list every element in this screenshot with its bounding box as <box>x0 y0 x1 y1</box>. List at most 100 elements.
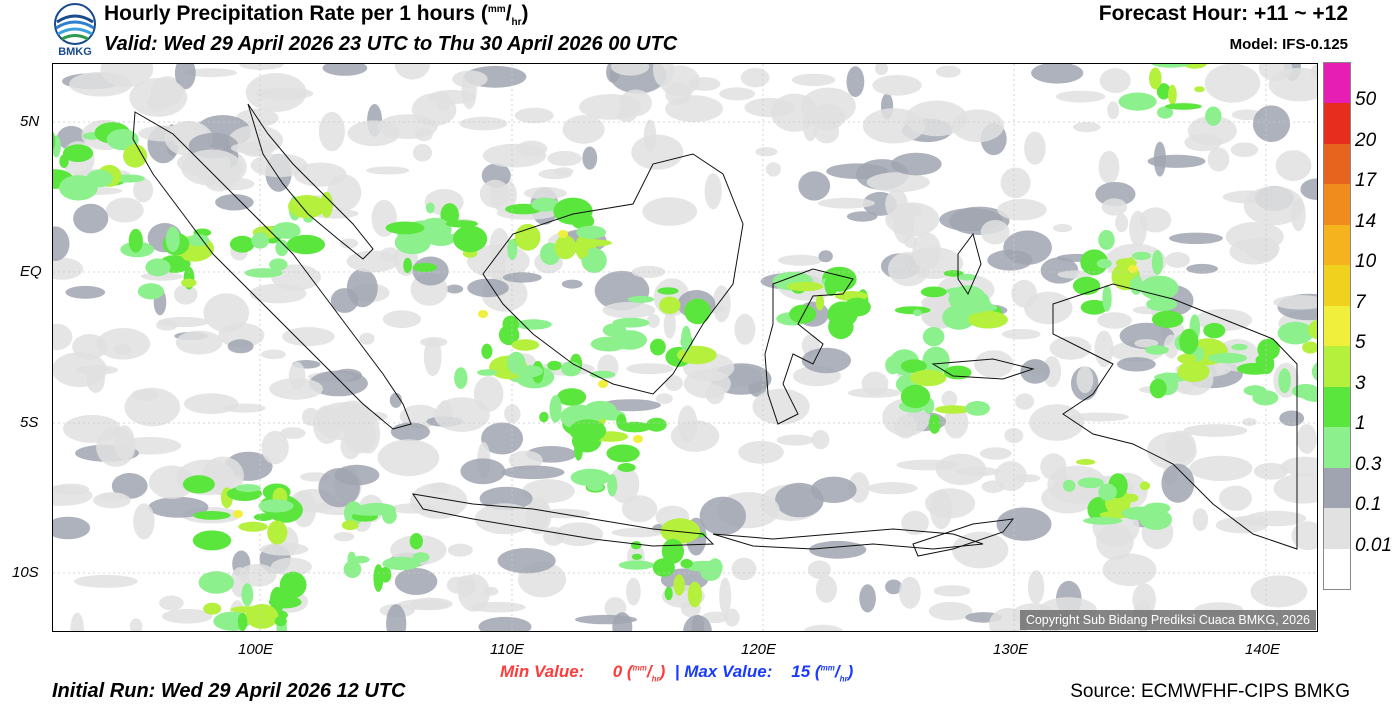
rain-blob <box>557 388 587 406</box>
rain-blob <box>885 189 908 220</box>
rain-blob <box>861 371 889 396</box>
rain-blob <box>156 320 178 331</box>
rain-blob <box>286 234 325 255</box>
rain-blob <box>1291 521 1317 551</box>
sumatra-outline <box>132 111 412 430</box>
rain-blob <box>894 414 917 439</box>
rain-blob <box>274 616 287 627</box>
rain-blob <box>1096 258 1112 269</box>
rain-blob <box>459 116 508 131</box>
rain-blob <box>501 465 565 480</box>
rain-blob <box>818 250 833 263</box>
rain-blob <box>786 281 824 292</box>
colorbar-label: 5 <box>1355 332 1366 354</box>
max-label: Max Value: <box>684 662 773 681</box>
rain-blob <box>894 306 931 315</box>
rain-blob <box>1015 393 1035 410</box>
rain-blob <box>53 483 90 495</box>
colorbar-segment <box>1324 346 1350 388</box>
rain-blob <box>269 258 288 271</box>
colorbar-label: 3 <box>1355 372 1366 394</box>
rain-blob <box>181 149 243 186</box>
rain-blob <box>724 608 740 627</box>
rain-blob <box>86 169 113 188</box>
copyright-notice: Copyright Sub Bidang Prediksi Cuaca BMKG… <box>1019 610 1316 630</box>
rain-blob <box>810 476 857 503</box>
lat-label-5s: 5S <box>20 414 39 431</box>
rain-blob <box>230 143 263 154</box>
rain-blob <box>63 414 121 443</box>
rain-blob <box>333 532 355 542</box>
rain-blob <box>1147 154 1206 168</box>
rain-blob <box>86 365 105 393</box>
rain-blob <box>352 509 388 516</box>
rain-blob <box>1003 230 1052 265</box>
rain-blob <box>1094 330 1114 368</box>
rain-blob <box>646 313 660 328</box>
rain-blob <box>1132 583 1156 616</box>
rain-blob <box>1080 299 1108 315</box>
rain-blob <box>602 323 627 338</box>
rain-blob <box>467 278 509 298</box>
rain-blob <box>1204 64 1261 103</box>
rain-blob <box>1139 481 1151 491</box>
lat-label-10s: 10S <box>12 564 39 581</box>
rain-blob <box>680 558 693 569</box>
rain-blob <box>1049 336 1092 360</box>
colorbar-segment <box>1324 467 1350 509</box>
rain-blob <box>389 392 402 408</box>
rain-blob <box>933 585 971 597</box>
colorbar-label: 0.3 <box>1355 453 1382 475</box>
rain-blob <box>1149 67 1162 90</box>
rain-blob <box>1186 263 1218 274</box>
rain-blob <box>288 195 326 219</box>
rain-blob <box>133 178 154 203</box>
rain-blob <box>611 527 664 538</box>
rain-blob <box>872 75 922 96</box>
rain-blob <box>162 609 213 624</box>
logo-text: BMKG <box>58 46 92 58</box>
rain-blob <box>514 223 541 251</box>
rain-blob <box>241 583 254 607</box>
rain-blob <box>1255 354 1272 366</box>
rain-blob <box>294 162 347 187</box>
rain-blob <box>479 486 533 511</box>
rain-blob <box>633 435 643 443</box>
colorbar-segment <box>1324 305 1350 347</box>
rain-blob <box>514 107 554 124</box>
rain-blob <box>655 393 673 404</box>
rain-blob <box>903 235 918 248</box>
rain-blob <box>386 604 407 631</box>
rain-blob <box>989 607 1028 631</box>
rain-blob <box>901 510 929 535</box>
rain-blob <box>347 551 357 567</box>
rain-blob <box>173 284 198 305</box>
rain-blob <box>1129 210 1147 247</box>
rain-blob <box>343 560 362 578</box>
rain-blob <box>618 421 652 433</box>
rain-blob <box>379 566 392 583</box>
rain-blob <box>952 531 1009 569</box>
rain-blob <box>801 347 852 374</box>
rain-blob <box>1029 404 1084 441</box>
rain-blob <box>497 548 556 574</box>
rain-blob <box>1279 410 1305 427</box>
rain-blob <box>1031 64 1084 84</box>
rain-blob <box>913 309 922 317</box>
rain-blob <box>183 68 238 78</box>
rain-blob <box>561 361 581 377</box>
rain-blob <box>866 172 930 193</box>
halmahera-outline <box>957 232 982 296</box>
rain-blob <box>239 64 284 70</box>
rain-blob <box>1132 251 1152 261</box>
rain-blob <box>659 296 681 314</box>
rain-blob <box>411 93 457 127</box>
rain-blob <box>275 239 289 257</box>
rain-blob <box>470 601 526 613</box>
rain-blob <box>481 422 524 455</box>
lat-label-5n: 5N <box>20 113 40 130</box>
rain-blob <box>1194 86 1205 93</box>
rain-blob <box>478 616 532 631</box>
rain-blob <box>1020 359 1050 384</box>
rain-blob <box>900 359 927 374</box>
